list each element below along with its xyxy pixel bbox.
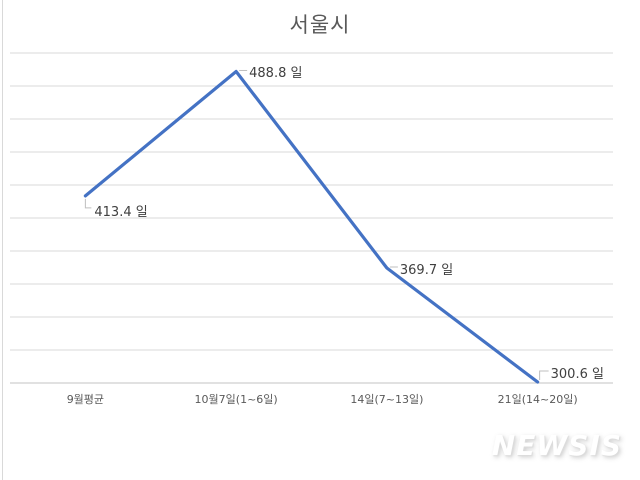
x-axis-tick-label: 21일(14~20일)	[497, 393, 578, 406]
label-leader-line	[84, 198, 92, 209]
data-label: 300.6 일	[550, 367, 604, 382]
data-label: 369.7 일	[399, 262, 454, 278]
data-series-line[interactable]	[83, 69, 540, 384]
x-axis-tick-label: 9월평균	[66, 393, 105, 406]
label-leader-line	[539, 370, 549, 381]
data-label: 413.4 일	[94, 204, 148, 220]
left-border-line	[2, 0, 3, 480]
x-axis-tick-label: 10월7일(1~6일)	[194, 393, 278, 406]
x-axis-tick-label: 14일(7~13일)	[350, 393, 424, 406]
data-label: 488.8 일	[249, 66, 303, 82]
newsis-watermark: NEWSIS	[491, 429, 622, 462]
chart-title: 서울시	[289, 13, 351, 37]
